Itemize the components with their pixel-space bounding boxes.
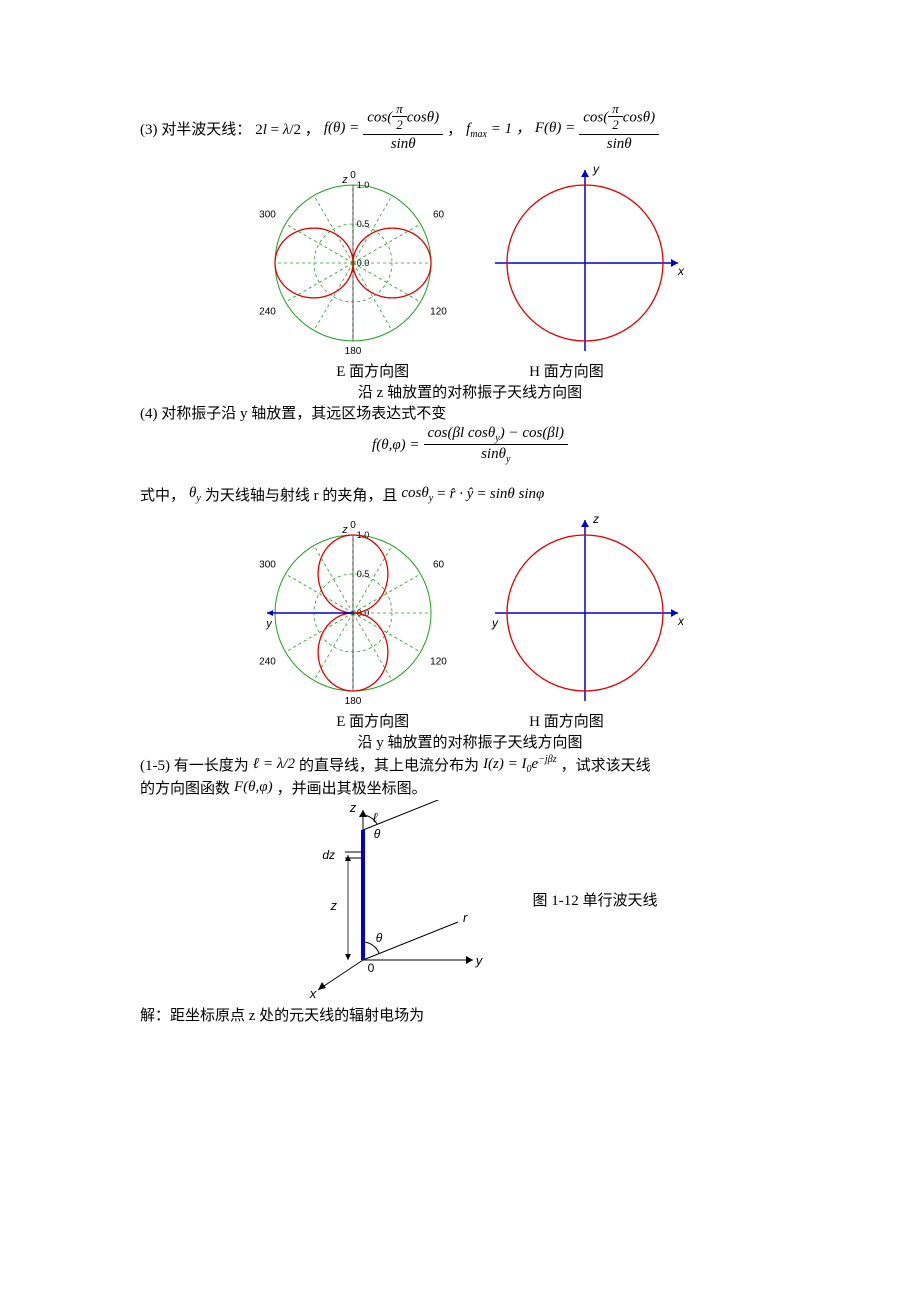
svg-text:0: 0 [350, 520, 356, 531]
eq4-lhs: f(θ,φ) = [372, 437, 419, 454]
caption-e-2: E 面方向图 [336, 710, 409, 731]
diagram-row: yzxℓdzzRθrθ0 图 1-12 单行波天线 [140, 800, 800, 1000]
svg-text:z: z [341, 524, 348, 536]
svg-text:0: 0 [367, 961, 374, 975]
caption-full-1: 沿 z 轴放置的对称振子天线方向图 [140, 381, 800, 402]
caption-e-1: E 面方向图 [336, 360, 409, 381]
svg-text:180: 180 [345, 346, 362, 357]
svg-text:θ: θ [375, 931, 382, 945]
svg-text:60: 60 [433, 559, 445, 570]
svg-text:0.0: 0.0 [357, 258, 370, 268]
chart-set-1: 0601201802403000.00.51.0z xy [140, 163, 800, 358]
svg-text:z: z [592, 513, 599, 526]
traveling-wave-diagram: yzxℓdzzRθrθ0 [283, 800, 493, 1000]
svg-text:y: y [265, 618, 273, 630]
svg-text:y: y [491, 616, 499, 630]
eq3-fmax: fmax = 1 ， [466, 117, 531, 140]
caption-h-2: H 面方向图 [529, 710, 604, 731]
diagram-caption: 图 1-12 单行波天线 [533, 889, 658, 910]
eq3-F-frac: cos(π2cosθ) sinθ [579, 102, 659, 155]
svg-text:z: z [348, 800, 356, 815]
svg-text:180: 180 [345, 696, 362, 707]
eq3-sep1: ， [447, 118, 462, 139]
eq4-frac: cos(βl cosθy) − cos(βl) sinθy [424, 425, 568, 466]
eq3-F-lhs: F(θ) = [535, 120, 575, 137]
svg-text:300: 300 [259, 209, 276, 220]
caption-h-1: H 面方向图 [529, 360, 604, 381]
eq4-line: f(θ,φ) = cos(βl cosθy) − cos(βl) sinθy [140, 425, 800, 466]
svg-text:120: 120 [430, 656, 447, 667]
svg-text:0: 0 [350, 170, 356, 181]
svg-text:240: 240 [259, 656, 276, 667]
svg-text:0.5: 0.5 [357, 219, 370, 229]
eq3-f-lhs: f(θ) = [324, 120, 359, 137]
caption-row-1: E 面方向图 H 面方向图 [140, 360, 800, 381]
prob15-line2: 的方向图函数 F(θ,φ) ，并画出其极坐标图。 [140, 777, 800, 798]
chart-set-2: 0601201802403000.00.51.0zy xzy [140, 513, 800, 708]
svg-text:θ: θ [373, 827, 380, 841]
svg-text:dz: dz [322, 848, 335, 862]
svg-text:1.0: 1.0 [357, 180, 370, 190]
e-plane-polar-1: 0 60 120 180 240 300 0.0 0.5 1.0 z [245, 163, 455, 358]
svg-text:x: x [677, 264, 685, 278]
text4-line3: 式中， θy 为天线轴与射线 r 的夹角，且 cosθy = r̂ · ŷ = … [140, 484, 800, 505]
eq3-line: (3) 对半波天线： 2l = λ/2 ， f(θ) = cos(π2cosθ)… [140, 102, 800, 155]
final-line: 解：距坐标原点 z 处的元天线的辐射电场为 [140, 1004, 800, 1025]
e-plane-polar-2: 0601201802403000.00.51.0zy [245, 513, 455, 708]
svg-text:z: z [341, 174, 348, 186]
svg-text:x: x [677, 614, 685, 628]
svg-text:x: x [308, 986, 316, 1000]
caption-row-2: E 面方向图 H 面方向图 [140, 710, 800, 731]
svg-text:r: r [463, 910, 468, 925]
eq3-f-frac: cos(π2cosθ) sinθ [363, 102, 443, 155]
svg-text:60: 60 [433, 209, 445, 220]
svg-text:y: y [474, 953, 483, 968]
text4-prefix: (4) 对称振子沿 y 轴放置，其远区场表达式不变 [140, 402, 800, 423]
svg-text:y: y [592, 163, 600, 176]
svg-text:120: 120 [430, 306, 447, 317]
h-plane-circle-1: xy [485, 163, 695, 358]
eq3-2l: 2l = λ/2 ， [255, 118, 320, 139]
svg-text:ℓ: ℓ [373, 810, 378, 825]
h-plane-circle-2: x z y [485, 513, 695, 708]
svg-text:300: 300 [259, 559, 276, 570]
eq3-prefix: (3) 对半波天线： [140, 118, 251, 139]
svg-text:z: z [329, 898, 337, 913]
svg-text:240: 240 [259, 306, 276, 317]
prob15-line1: (1-5) 有一长度为 ℓ = λ/2 的直导线，其上电流分布为 I(z) = … [140, 754, 800, 775]
caption-full-2: 沿 y 轴放置的对称振子天线方向图 [140, 731, 800, 752]
svg-text:0.5: 0.5 [357, 569, 370, 579]
